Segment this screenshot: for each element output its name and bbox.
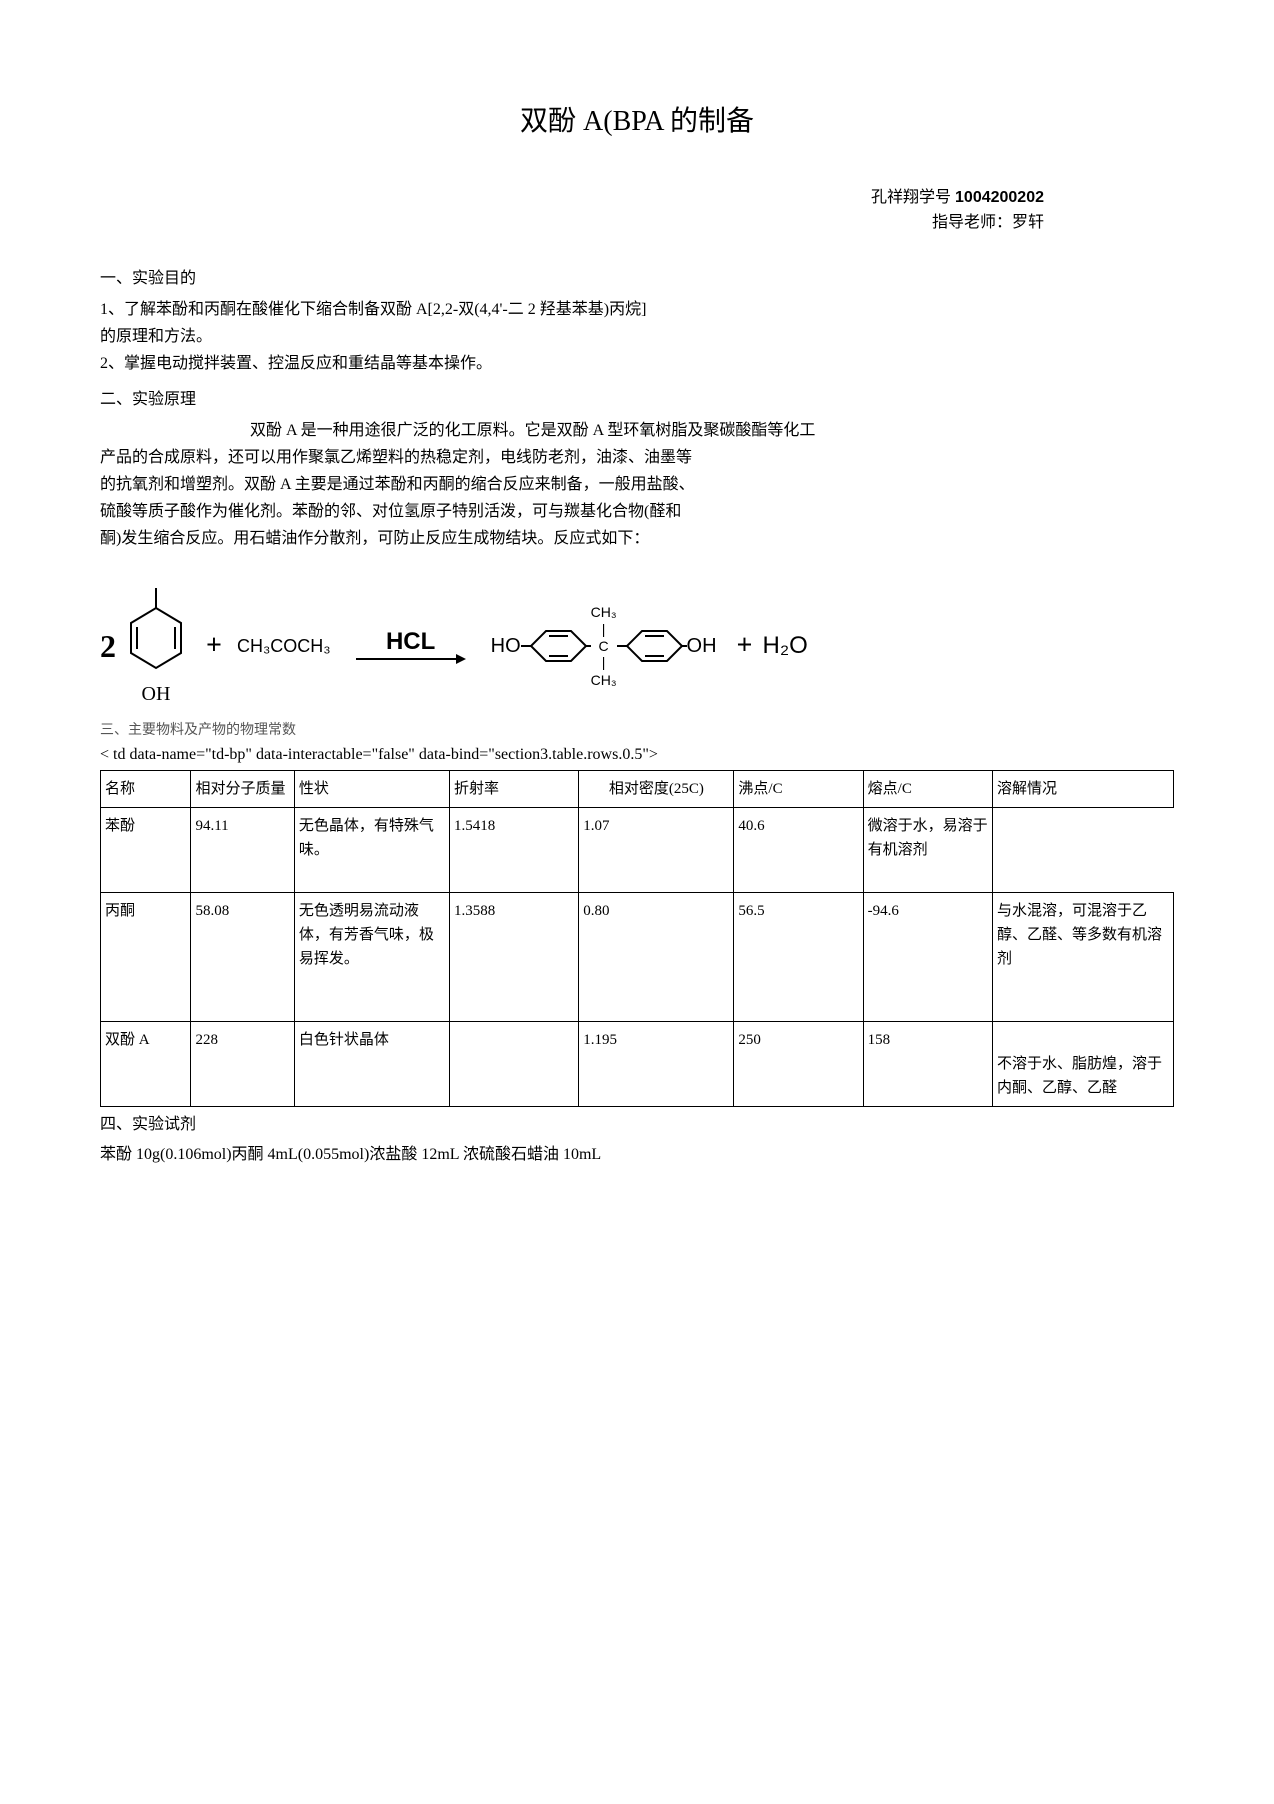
benzene-ring-3-icon xyxy=(617,621,687,671)
arrow-icon xyxy=(356,649,466,669)
section1-line3: 2、掌握电动搅拌装置、控温反应和重结晶等基本操作。 xyxy=(100,350,1174,377)
td-bp: 56.5 xyxy=(734,892,863,1021)
oh-label: OH xyxy=(142,678,171,710)
section2-line3: 的抗氧剂和增塑剂。双酚 A 主要是通过苯酚和丙酮的缩合反应来制备，一般用盐酸、 xyxy=(100,471,1174,498)
table-row: 双酚 A 228 白色针状晶体 1.195 250 158 不溶于水、脂肪煌，溶… xyxy=(101,1021,1174,1106)
td-sol: 微溶于水，易溶于有机溶剂 xyxy=(863,807,992,892)
table-row: 苯酚 94.11 无色晶体，有特殊气味。 1.5418 1.07 40.6 微溶… xyxy=(101,807,1174,892)
td-sol: 不溶于水、脂肪煌，溶于内酮、乙醇、乙醛 xyxy=(992,1021,1173,1106)
td-state: 无色透明易流动液体，有芳香气味，极易挥发。 xyxy=(294,892,449,1021)
td-mp: -94.6 xyxy=(863,892,992,1021)
td-name: 丙酮 xyxy=(101,892,191,1021)
benzene-ring-2-icon xyxy=(521,621,591,671)
teacher-info: 指导老师：罗轩 xyxy=(100,210,1044,236)
document-title: 双酚 A(BPA 的制备 xyxy=(100,100,1174,145)
th-dens: 相对密度(25C) xyxy=(579,770,734,807)
chemical-equation: 2 OH + CH₃COCH₃ HCL HO CH₃ | C | CH₃ xyxy=(100,583,1174,710)
author-info: 孔祥翔学号 1004200202 xyxy=(100,185,1044,211)
section4-header: 四、实验试剂 xyxy=(100,1112,1174,1138)
td-dens: 0.80 xyxy=(579,892,734,1021)
water-formula: H₂O xyxy=(763,627,808,665)
th-state: 性状 xyxy=(294,770,449,807)
td-bp: 250 xyxy=(734,1021,863,1106)
td-mw: 228 xyxy=(191,1021,294,1106)
td-refr xyxy=(450,1021,579,1106)
section4-line1: 苯酚 10g(0.106mol)丙酮 4mL(0.055mol)浓盐酸 12mL… xyxy=(100,1141,1174,1168)
ch3-bot: CH₃ xyxy=(591,669,617,691)
section2-line2: 产品的合成原料，还可以用作聚氯乙烯塑料的热稳定剂，电线防老剂，油漆、油墨等 xyxy=(100,444,1174,471)
td-name: 双酚 A xyxy=(101,1021,191,1106)
table-header-row: 名称 相对分子质量 性状 折射率 相对密度(25C) 沸点/C 熔点/C 溶解情… xyxy=(101,770,1174,807)
section1-line1: 1、了解苯酚和丙酮在酸催化下缩合制备双酚 A[2,2-双(4,4'-二 2 羟基… xyxy=(100,296,1174,323)
td-mp: 40.6 xyxy=(734,807,863,892)
td-refr: 1.5418 xyxy=(450,807,579,892)
section1-line2: 的原理和方法。 xyxy=(100,323,1174,350)
oh-right: OH xyxy=(687,630,717,662)
td-name: 苯酚 xyxy=(101,807,191,892)
th-mw: 相对分子质量 xyxy=(191,770,294,807)
td-dens: 1.07 xyxy=(579,807,734,892)
td-mw: 94.11 xyxy=(191,807,294,892)
teacher-label: 指导老师： xyxy=(932,214,1012,231)
plus-1: + xyxy=(206,624,222,669)
td-mw: 58.08 xyxy=(191,892,294,1021)
phenol-structure: OH xyxy=(121,583,191,710)
eq-coefficient: 2 xyxy=(100,621,116,672)
id-label: 学号 xyxy=(919,189,951,206)
td-state: 无色晶体，有特殊气味。 xyxy=(294,807,449,892)
author-block: 孔祥翔学号 1004200202 指导老师：罗轩 xyxy=(100,185,1174,236)
th-sol: 溶解情况 xyxy=(992,770,1173,807)
teacher-name: 罗轩 xyxy=(1012,214,1044,231)
th-mp: 熔点/C xyxy=(863,770,992,807)
author-name: 孔祥翔 xyxy=(871,189,919,206)
section1-header: 一、实验目的 xyxy=(100,266,1174,292)
td-dens: 1.195 xyxy=(579,1021,734,1106)
th-name: 名称 xyxy=(101,770,191,807)
section3-header: 三、主要物料及产物的物理常数 xyxy=(100,720,1174,742)
section2-line5: 酮)发生缩合反应。用石蜡油作分散剂，可防止反应生成物结块。反应式如下： xyxy=(100,525,1174,552)
section2-line4: 硫酸等质子酸作为催化剂。苯酚的邻、对位氢原子特别活泼，可与羰基化合物(醛和 xyxy=(100,498,1174,525)
reaction-arrow-group: HCL xyxy=(356,623,466,669)
td-refr: 1.3588 xyxy=(450,892,579,1021)
table-row: 丙酮 58.08 无色透明易流动液体，有芳香气味，极易挥发。 1.3588 0.… xyxy=(101,892,1174,1021)
td-mp: 158 xyxy=(863,1021,992,1106)
ho-label: HO xyxy=(491,630,521,662)
td-sol: 与水混溶，可混溶于乙醇、乙醛、等多数有机溶剂 xyxy=(992,892,1173,1021)
central-carbon: CH₃ | C | CH₃ xyxy=(591,601,617,691)
benzene-ring-icon xyxy=(121,583,191,683)
properties-table: 名称 相对分子质量 性状 折射率 相对密度(25C) 沸点/C 熔点/C 溶解情… xyxy=(100,770,1174,1107)
author-id: 1004200202 xyxy=(955,189,1044,206)
section2-line1: 双酚 A 是一种用途很广泛的化工原料。它是双酚 A 型环氧树脂及聚碳酸酯等化工 xyxy=(100,417,1174,444)
acetone-formula: CH₃COCH₃ xyxy=(237,632,331,661)
section2-header: 二、实验原理 xyxy=(100,387,1174,413)
th-refr: 折射率 xyxy=(450,770,579,807)
plus-2: + xyxy=(737,624,753,669)
th-bp: 沸点/C xyxy=(734,770,863,807)
td-state: 白色针状晶体 xyxy=(294,1021,449,1106)
